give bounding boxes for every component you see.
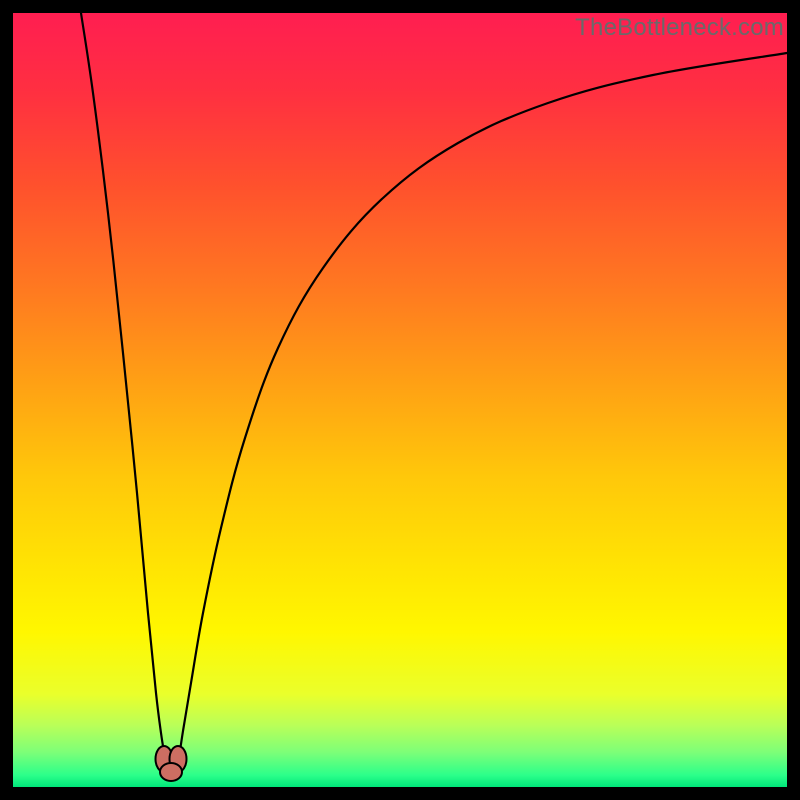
gradient-background — [13, 13, 787, 787]
watermark-text: TheBottleneck.com — [575, 14, 784, 42]
optimal-marker-2 — [160, 763, 182, 781]
chart-frame: TheBottleneck.com — [0, 0, 800, 800]
bottleneck-chart — [0, 0, 800, 800]
optimal-point-markers — [156, 746, 187, 781]
